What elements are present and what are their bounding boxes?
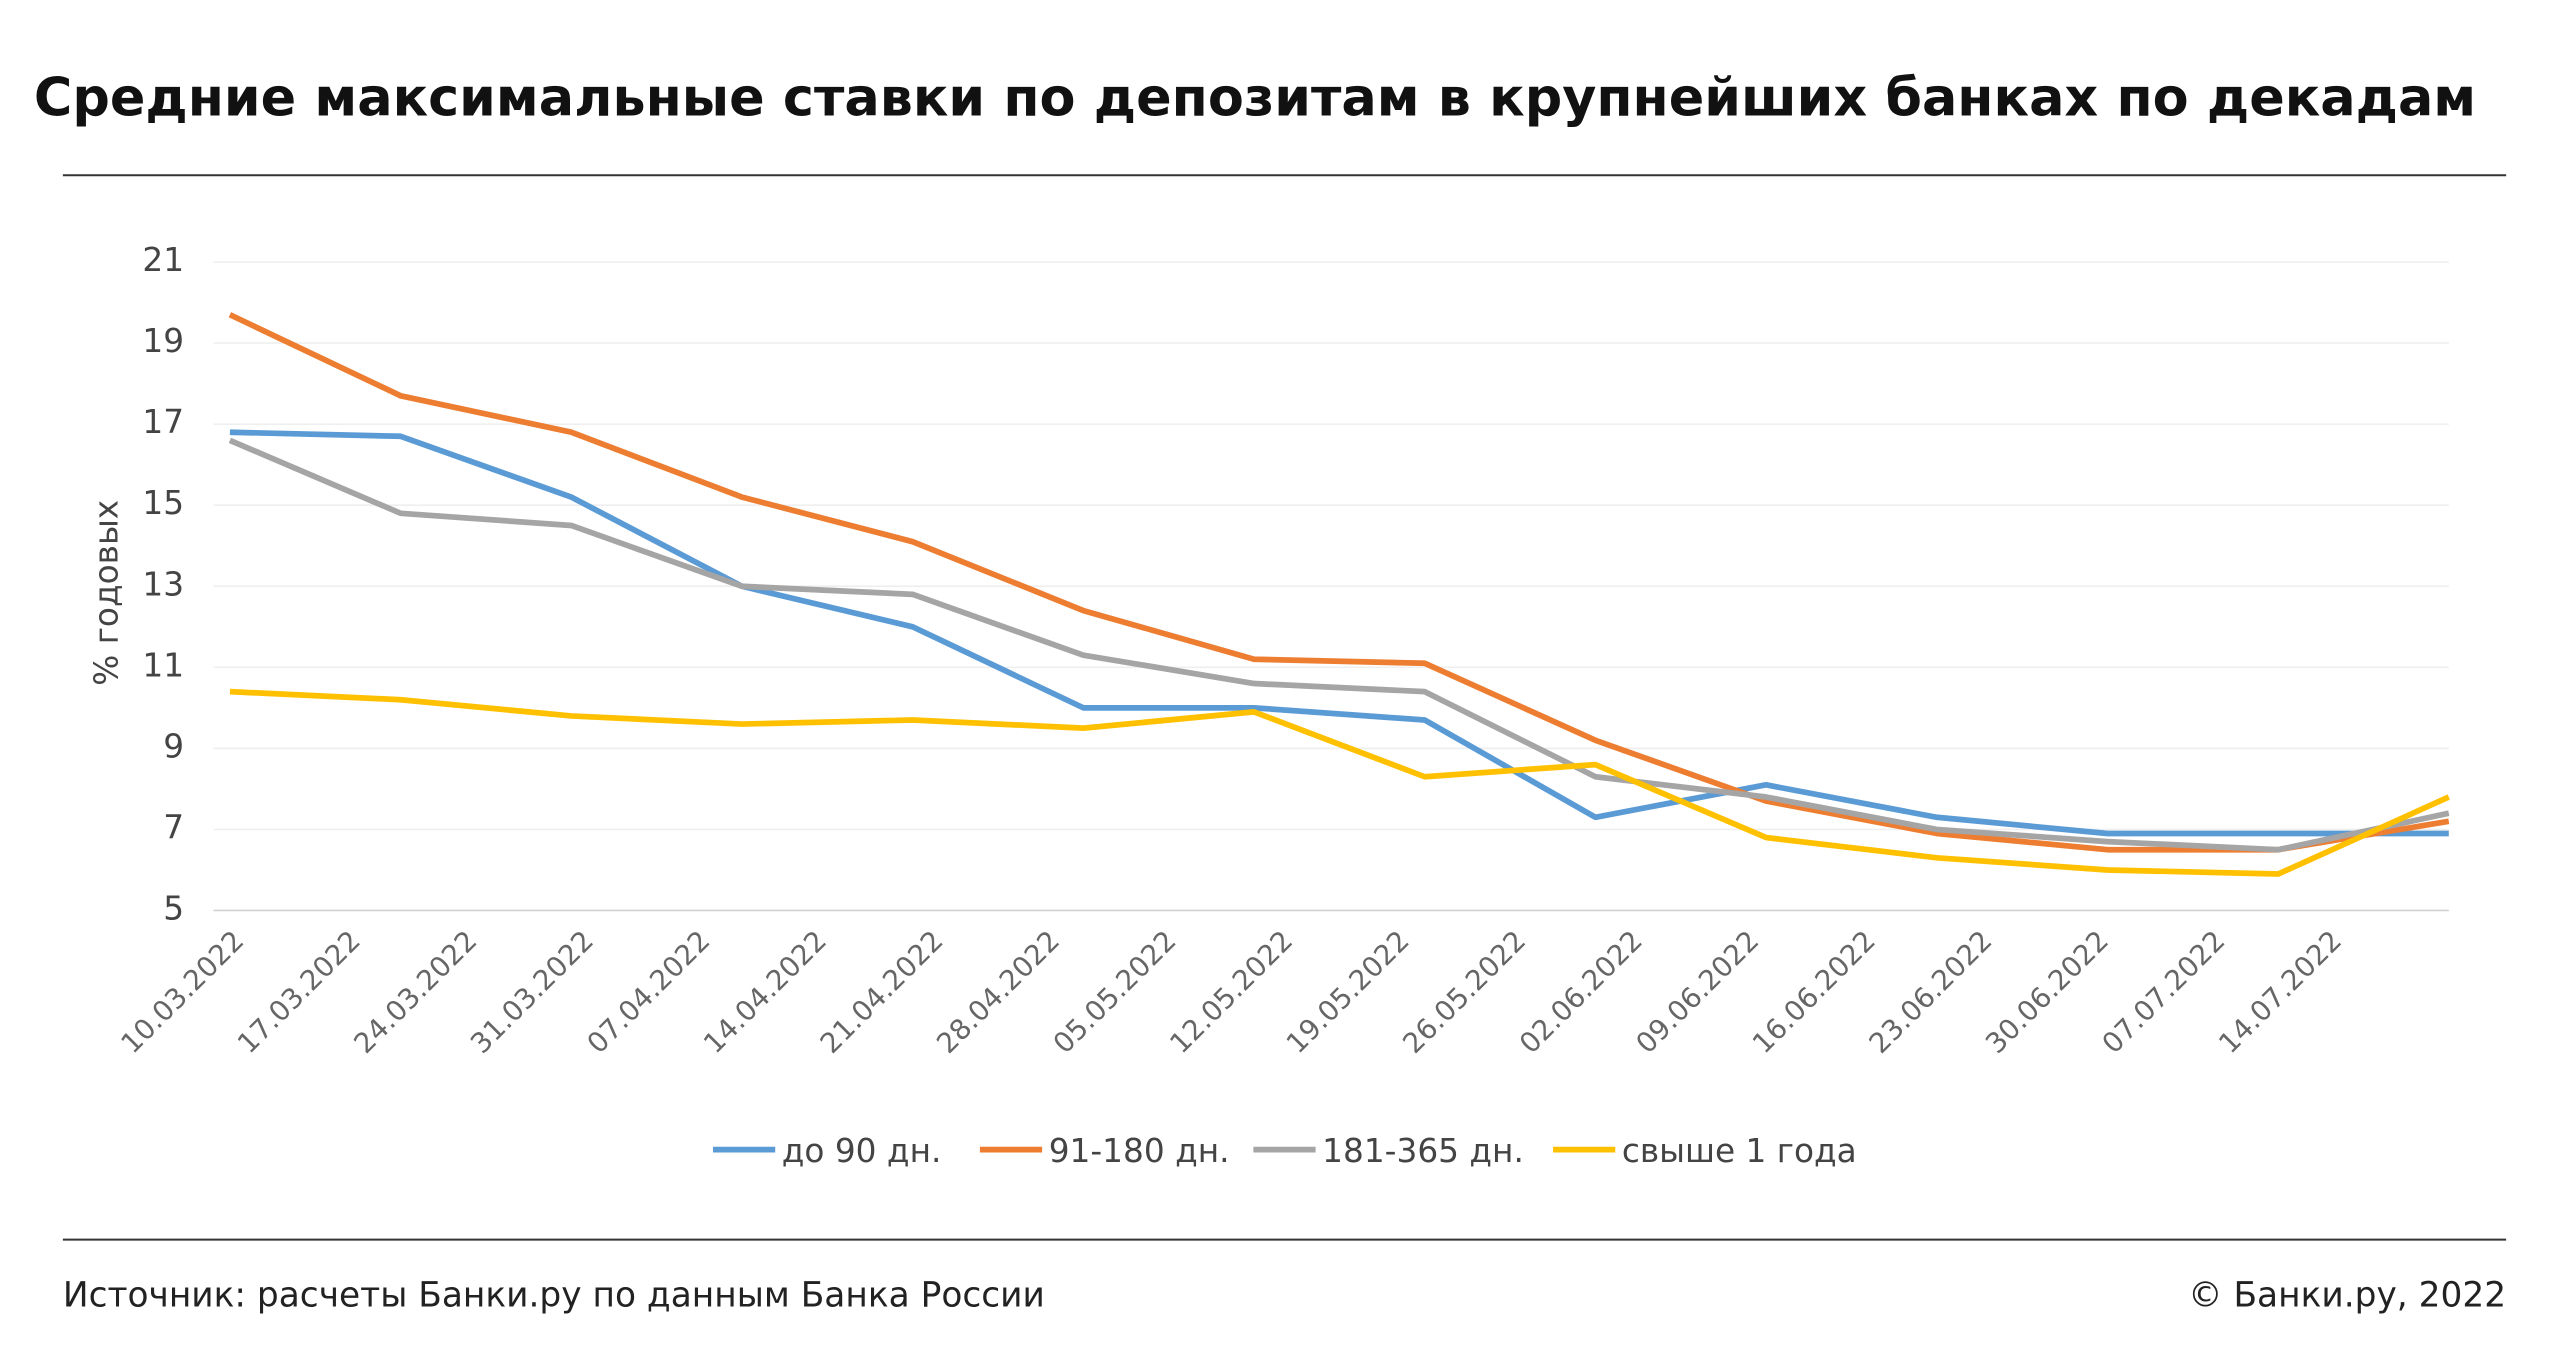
series-line — [229, 688, 2450, 877]
x-tick-label: 28.04.2022 — [930, 924, 1066, 1060]
y-tick-label: 19 — [142, 322, 184, 360]
x-tick-label: 12.05.2022 — [1163, 924, 1299, 1060]
x-tick-label: 09.06.2022 — [1629, 924, 1765, 1060]
x-tick-label: 05.05.2022 — [1047, 924, 1183, 1060]
legend-label: 91-180 дн. — [1049, 1132, 1230, 1170]
series-line — [228, 437, 2450, 853]
x-tick-label: 14.07.2022 — [2212, 924, 2348, 1060]
x-tick-label: 24.03.2022 — [347, 924, 483, 1060]
y-axis-label: % годовых — [88, 500, 126, 686]
copyright: © Банки.ру, 2022 — [2188, 1275, 2506, 1315]
source: Источник: расчеты Банки.ру по данным Бан… — [63, 1275, 1045, 1315]
x-tick-label: 30.06.2022 — [1979, 924, 2115, 1060]
series-line — [228, 312, 2450, 853]
x-tick-label: 16.06.2022 — [1746, 924, 1882, 1060]
x-tick-label: 14.04.2022 — [697, 924, 833, 1060]
legend-label: 181-365 дн. — [1322, 1132, 1524, 1170]
x-tick-label: 17.03.2022 — [231, 924, 367, 1060]
legend-label: свыше 1 года — [1622, 1132, 1857, 1170]
y-tick-label: 17 — [142, 403, 184, 441]
x-tick-label: 07.04.2022 — [580, 924, 716, 1060]
x-tick-label: 23.06.2022 — [1862, 924, 1998, 1060]
chart-title: Средние максимальные ставки по депозитам… — [34, 68, 2476, 129]
x-tick-label: 02.06.2022 — [1513, 924, 1649, 1060]
y-tick-label: 21 — [142, 241, 184, 279]
x-tick-label: 19.05.2022 — [1280, 924, 1416, 1060]
x-tick-label: 31.03.2022 — [464, 924, 600, 1060]
series-line — [229, 429, 2449, 837]
x-tick-label: 07.07.2022 — [2096, 924, 2232, 1060]
y-tick-label: 7 — [163, 808, 184, 846]
y-tick-label: 9 — [163, 727, 184, 765]
y-tick-label: 15 — [142, 484, 184, 522]
x-tick-label: 21.04.2022 — [814, 924, 950, 1060]
x-tick-label: 26.05.2022 — [1396, 924, 1532, 1060]
y-tick-label: 11 — [142, 646, 184, 684]
legend-label: до 90 дн. — [782, 1132, 942, 1170]
x-tick-label: 10.03.2022 — [114, 924, 250, 1060]
y-tick-label: 13 — [142, 565, 184, 603]
y-tick-label: 5 — [163, 889, 184, 927]
